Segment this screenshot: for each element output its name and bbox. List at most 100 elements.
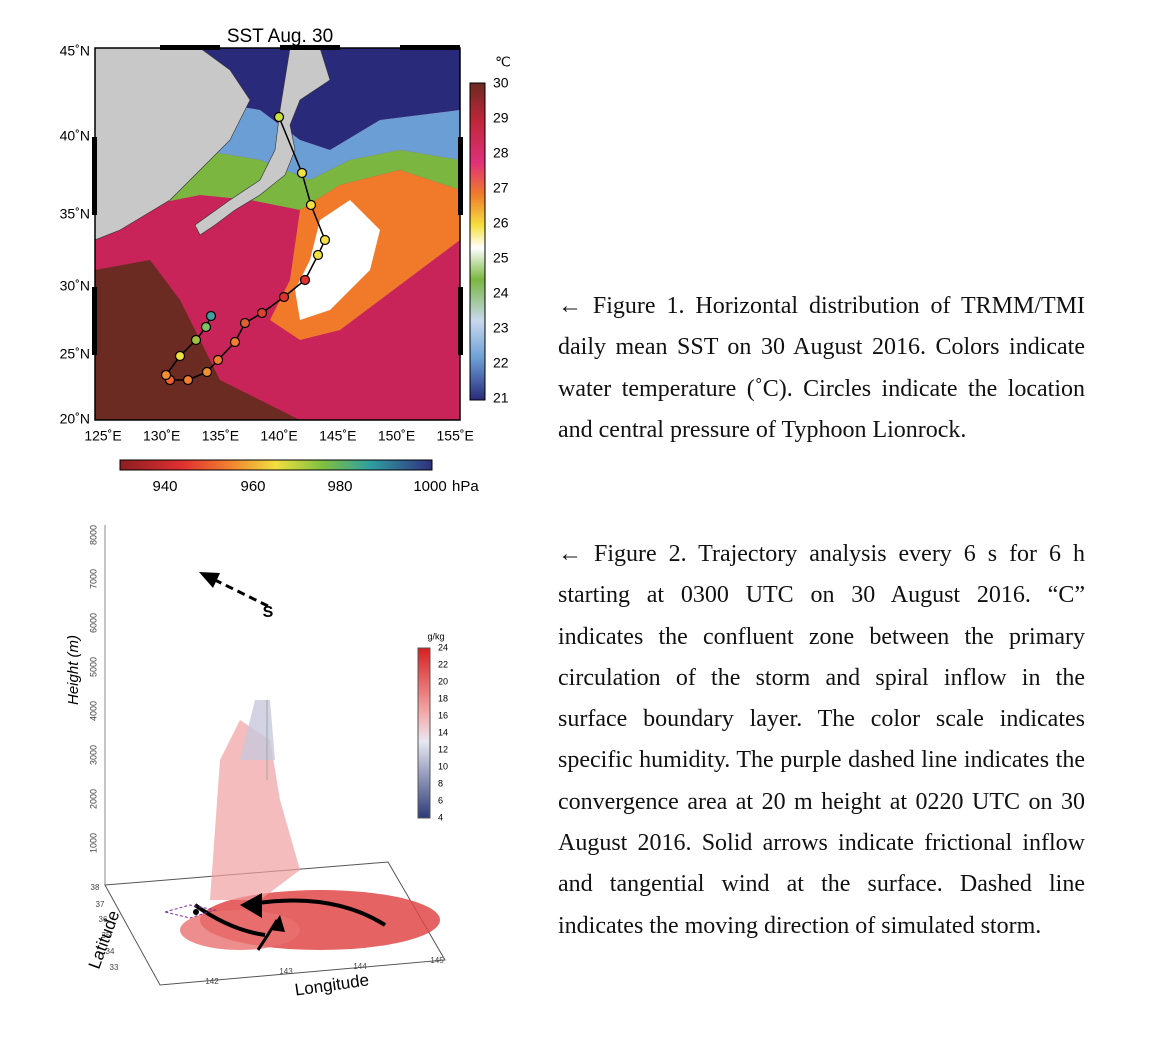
- height-label: Height (m): [65, 635, 82, 705]
- sst-tick-label: 29: [493, 110, 509, 126]
- humidity-tick-label: 8: [438, 778, 443, 788]
- lat-tick-label: 37: [96, 900, 105, 909]
- pressure-tick-label: 940: [152, 478, 177, 495]
- humidity-tick-label: 12: [438, 744, 448, 754]
- arrow-head: [270, 915, 285, 932]
- lon-label: 125˚E: [84, 428, 121, 444]
- lon-tick-label: 143: [279, 967, 293, 976]
- lon-label: 155˚E: [437, 428, 474, 444]
- sst-colorbar: [469, 82, 486, 401]
- track-point: [212, 354, 224, 366]
- sst-tick-label: 22: [493, 355, 509, 371]
- lat-label: 25˚N: [60, 346, 90, 362]
- track-point: [239, 317, 251, 329]
- humidity-colorbar: [417, 647, 431, 819]
- height-tick-label: 7000: [88, 569, 98, 589]
- humidity-tick-label: 24: [438, 642, 448, 652]
- height-tick-label: 1000: [88, 833, 98, 853]
- lat-tick-label: 38: [91, 883, 100, 892]
- sst-tick-label: 30: [493, 75, 509, 91]
- height-tick-label: 4000: [88, 701, 98, 721]
- sst-tick-label: 28: [493, 145, 509, 161]
- lat-label: 20˚N: [60, 411, 90, 427]
- pressure-tick-label: 960: [240, 478, 265, 495]
- track-point: [256, 307, 268, 319]
- frame-bar: [92, 287, 97, 355]
- lon-label: Longitude: [294, 970, 371, 999]
- storm-symbol: S: [263, 604, 274, 621]
- height-tick-label: 3000: [88, 745, 98, 765]
- lon-label: 140˚E: [260, 428, 297, 444]
- track-point: [305, 199, 317, 211]
- humidity-tick-label: 10: [438, 761, 448, 771]
- inflow-arrow: [193, 903, 266, 937]
- plume: [210, 720, 300, 900]
- lat-tick-label: 35: [102, 931, 111, 940]
- lat-label: 35˚N: [60, 206, 90, 222]
- storm-center: [193, 909, 199, 915]
- plume-top: [240, 700, 275, 760]
- arrow-head: [199, 572, 220, 588]
- track-point: [296, 167, 308, 179]
- height-tick-label: 5000: [88, 657, 98, 677]
- track-point: [182, 374, 194, 386]
- lon-label: 145˚E: [319, 428, 356, 444]
- lat-tick-label: 36: [99, 915, 108, 924]
- frame-bar: [92, 137, 97, 215]
- track-point: [299, 274, 311, 286]
- convergence-area: [163, 904, 217, 919]
- humidity-tick-label: 22: [438, 659, 448, 669]
- humidity-tick-label: 4: [438, 812, 443, 822]
- sst-tick-label: 21: [493, 390, 509, 406]
- track-point: [278, 291, 290, 303]
- lat-tick-label: 33: [110, 963, 119, 972]
- pressure-tick-label: 980: [327, 478, 352, 495]
- sst-tick-label: 24: [493, 285, 509, 301]
- japan: [194, 48, 331, 236]
- sst-tick-label: 27: [493, 180, 509, 196]
- track-circles: [160, 111, 331, 386]
- height-tick-label: 8000: [88, 525, 98, 545]
- pressure-colorbar: [119, 459, 433, 471]
- continent: [95, 48, 251, 241]
- white-water: [295, 200, 380, 320]
- lon-tick-label: 144: [353, 962, 367, 971]
- track-point: [200, 321, 212, 333]
- frame-bar: [458, 137, 463, 215]
- pressure-unit: hPa: [452, 478, 479, 495]
- sst-map: [95, 48, 460, 420]
- track-point: [174, 350, 186, 362]
- humidity-tick-label: 14: [438, 727, 448, 737]
- arrow-head: [240, 893, 262, 918]
- figure-title: SST Aug. 30: [227, 26, 333, 47]
- lat-label: 40˚N: [60, 128, 90, 144]
- sst-unit: ℃: [495, 54, 511, 70]
- frame-bar: [400, 45, 460, 50]
- humidity-unit: g/kg: [427, 631, 444, 641]
- storm-motion: [214, 578, 269, 608]
- sst-tick-label: 25: [493, 250, 509, 266]
- sst-tick-label: 26: [493, 215, 509, 231]
- lon-tick-label: 145: [430, 956, 444, 965]
- lon-label: 135˚E: [202, 428, 239, 444]
- humidity-tick-label: 20: [438, 676, 448, 686]
- humidity-tick-label: 6: [438, 795, 443, 805]
- humidity-tick-label: 18: [438, 693, 448, 703]
- track-point: [201, 366, 213, 378]
- tangential-arrow: [244, 898, 387, 927]
- track-point: [312, 249, 324, 261]
- height-tick-label: 6000: [88, 613, 98, 633]
- frame-bar: [160, 45, 220, 50]
- track-point: [229, 336, 241, 348]
- track-point: [190, 334, 202, 346]
- caption: ← Figure 2. Trajectory analysis every 6 …: [558, 541, 1085, 939]
- lat-tick-label: 34: [106, 947, 115, 956]
- lat-label: Latitude: [85, 908, 124, 971]
- track-point: [319, 234, 331, 246]
- lon-tick-label: 142: [205, 977, 219, 986]
- lat-label: 30˚N: [60, 278, 90, 294]
- track-point: [160, 369, 172, 381]
- map-frame: [94, 47, 461, 421]
- track-point: [273, 111, 285, 123]
